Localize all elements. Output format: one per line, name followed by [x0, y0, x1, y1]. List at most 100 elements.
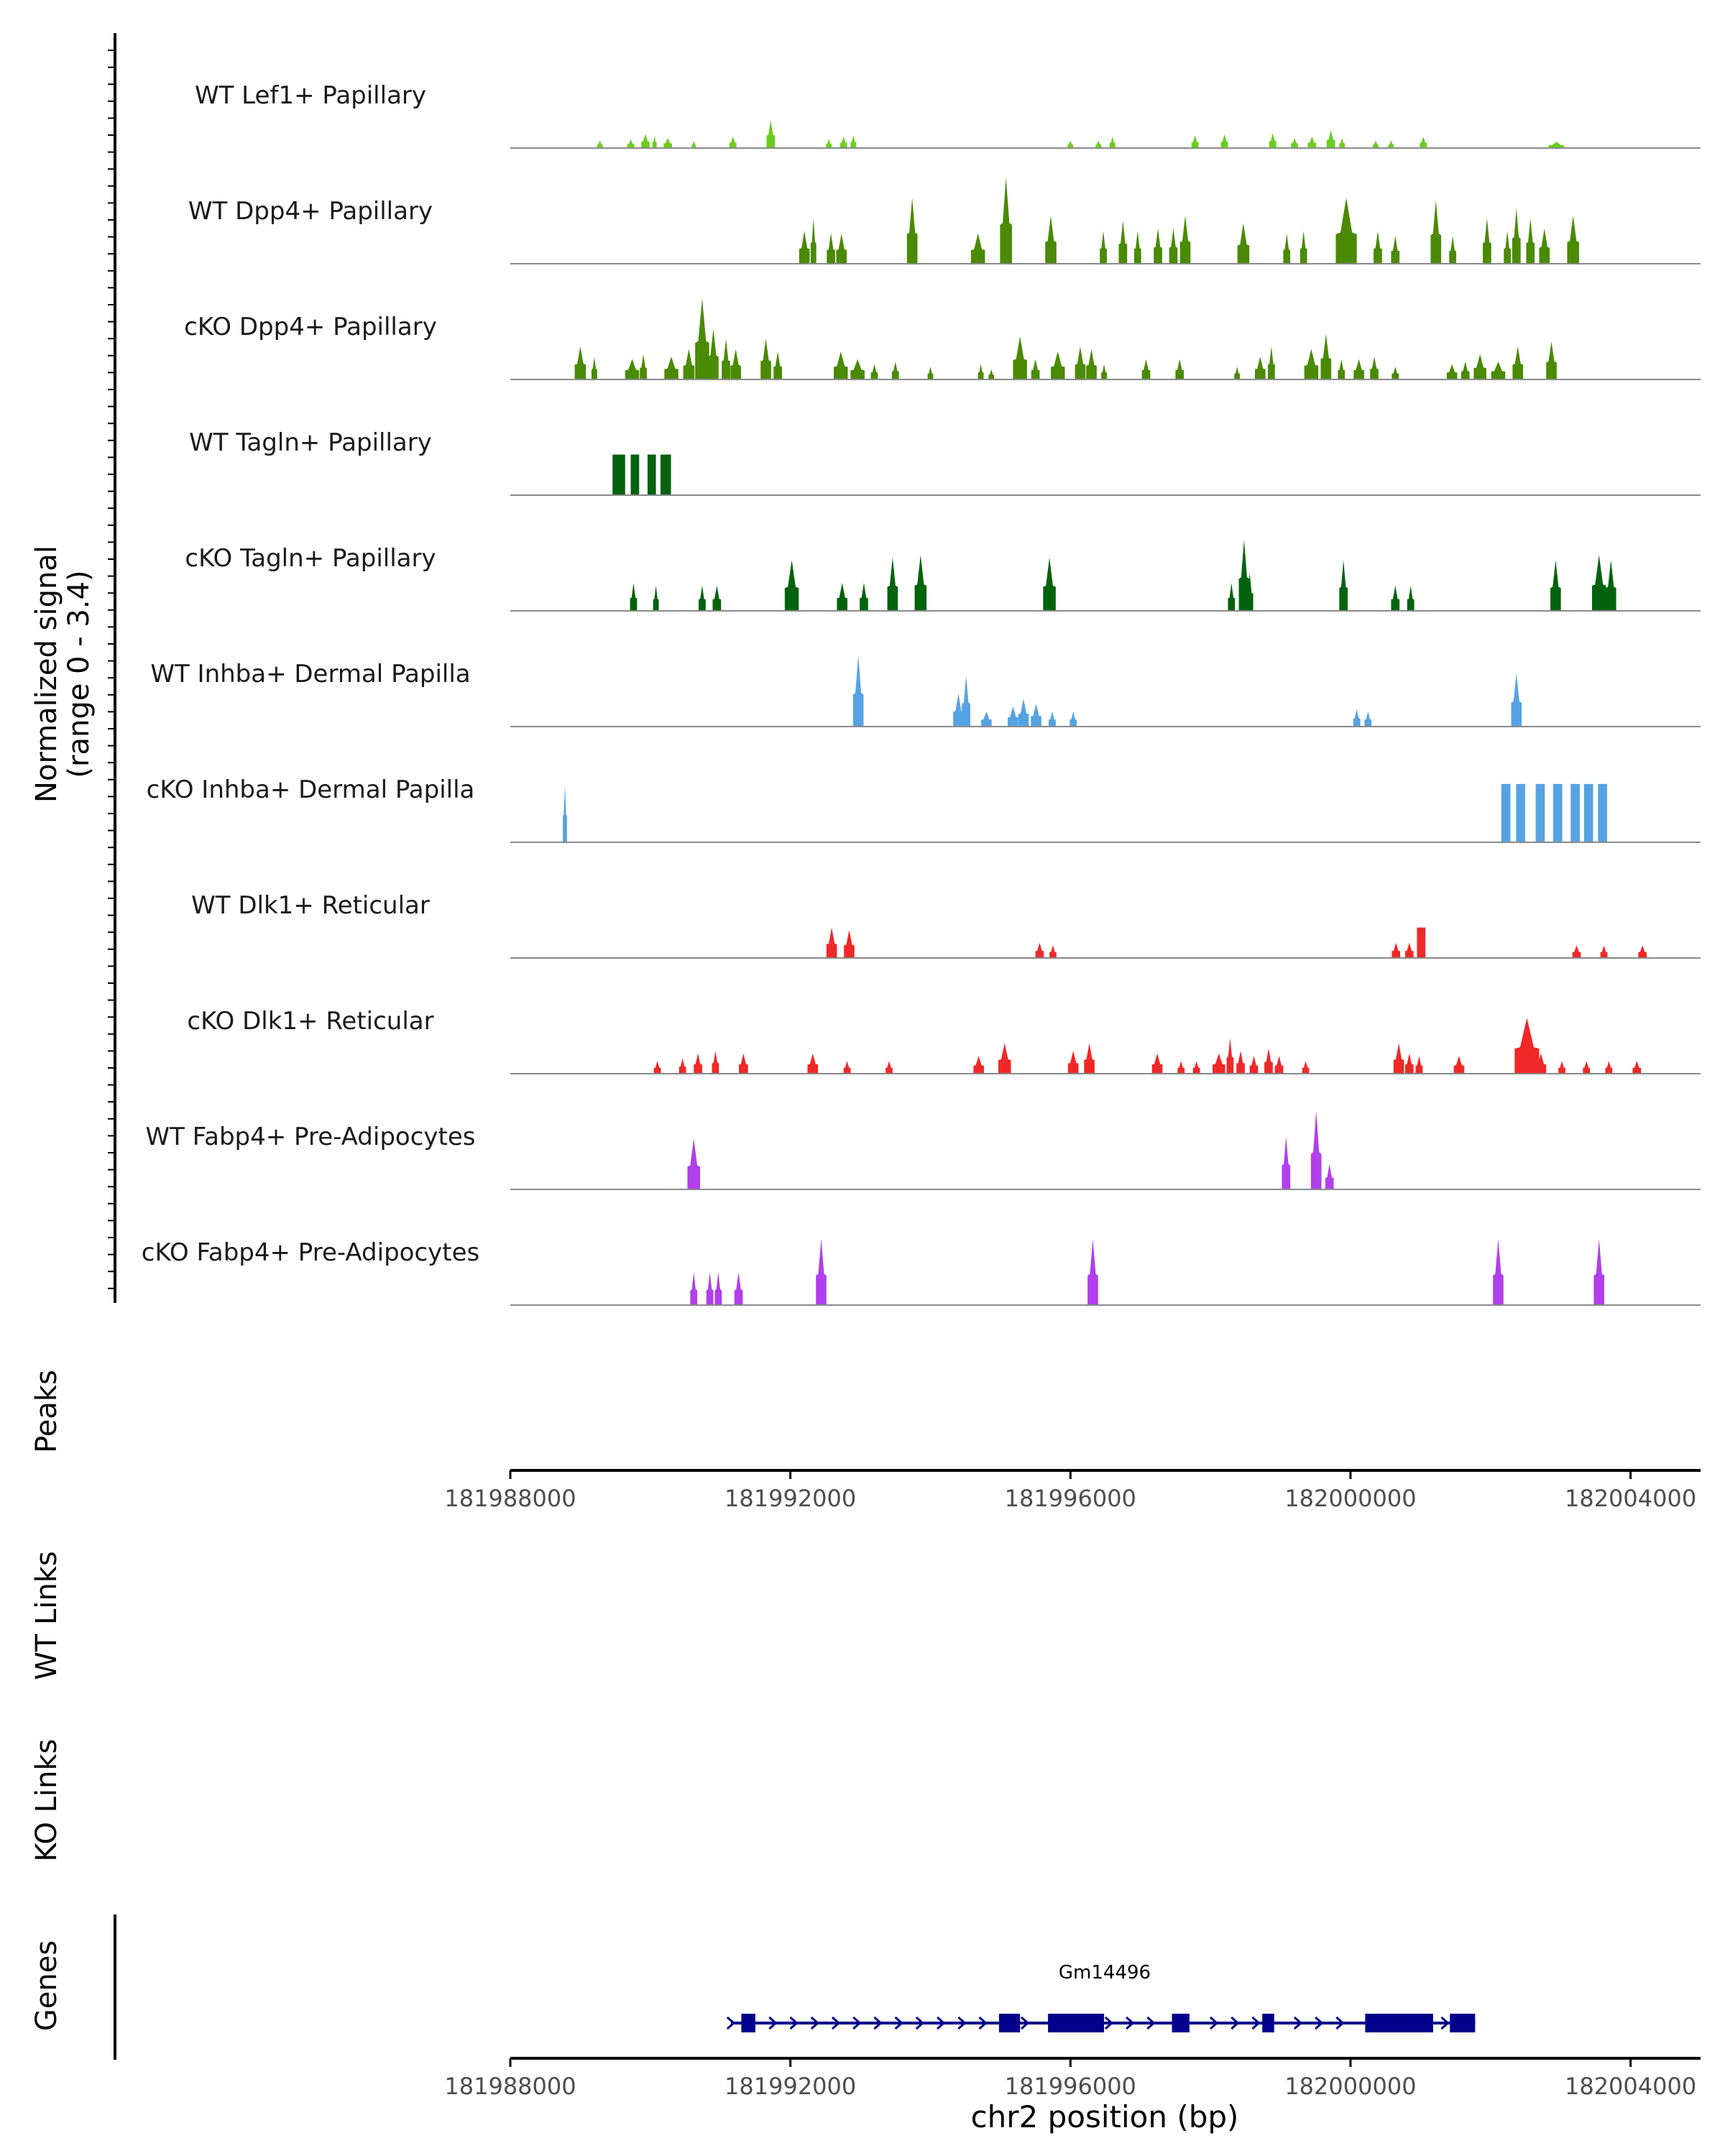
- coverage-peak: [722, 338, 730, 379]
- coverage-peak: [1000, 178, 1012, 264]
- coverage-peak: [1269, 132, 1276, 148]
- coverage-peak: [691, 140, 696, 148]
- coverage-peak: [1600, 945, 1608, 958]
- coverage-peak: [1325, 1164, 1334, 1189]
- coverage-peak: [1249, 1056, 1259, 1074]
- coverage-peak: [1226, 1038, 1234, 1074]
- coverage-peak: [1353, 359, 1364, 379]
- coverage-peak: [1514, 1018, 1540, 1074]
- coverage-peak: [1238, 540, 1250, 611]
- strand-arrow: [726, 2016, 736, 2030]
- coverage-peak: [998, 1043, 1011, 1074]
- coverage-peak: [1326, 130, 1335, 148]
- strand-arrow: [1020, 2016, 1030, 2030]
- coverage-peak: [1304, 349, 1319, 379]
- strand-arrow: [852, 2016, 862, 2030]
- coverage-peak: [810, 218, 816, 264]
- coverage-peak: [827, 233, 835, 264]
- coverage-peak: [1274, 1056, 1284, 1074]
- track-2: WT Dpp4+ Papillary: [188, 178, 1701, 264]
- coverage-peak: [729, 137, 737, 148]
- coverage-peak: [766, 120, 776, 148]
- coverage-peak: [1051, 351, 1065, 379]
- strand-arrow: [1230, 2016, 1240, 2030]
- coverage-peak: [1335, 198, 1357, 264]
- coverage-peak: [962, 676, 970, 727]
- coverage-peak: [1446, 364, 1458, 379]
- coverage-peak: [914, 555, 927, 611]
- coverage-peak: [1175, 359, 1184, 379]
- strand-arrow: [1335, 2016, 1345, 2030]
- coverage-peak: [739, 1053, 748, 1074]
- coverage-peak: [1501, 783, 1511, 842]
- strand-arrow: [978, 2016, 988, 2030]
- coverage-peak: [1535, 1053, 1547, 1074]
- coverage-peak: [826, 139, 832, 148]
- coverage-peak: [1291, 137, 1298, 148]
- gene-track: [726, 2014, 1476, 2032]
- x-axis-bottom: 181988000 181992000 181996000 182000000 1820…: [444, 2057, 1701, 2100]
- coverage-peak: [678, 1058, 686, 1074]
- coverage-peak: [1008, 706, 1018, 727]
- x-tick-label: 181996000: [1005, 2073, 1136, 2100]
- coverage-peak: [1031, 359, 1040, 379]
- strand-arrow: [768, 2016, 778, 2030]
- coverage-peak: [1592, 555, 1606, 611]
- coverage-peak: [850, 135, 857, 148]
- strand-arrow: [873, 2016, 883, 2030]
- strand-arrow: [789, 2016, 799, 2030]
- coverage-peak: [730, 349, 741, 379]
- coverage-peak: [1392, 942, 1401, 958]
- gene-name-label: Gm14496: [1059, 1962, 1151, 1984]
- coverage-peak: [1228, 583, 1236, 611]
- gene-exon: [1262, 2014, 1274, 2032]
- coverage-peak: [1084, 1043, 1095, 1074]
- coverage-peak: [574, 346, 586, 379]
- track-label: WT Lef1+ Papillary: [195, 81, 426, 110]
- coverage-peak: [1605, 1061, 1613, 1074]
- coverage-peak: [1177, 1061, 1185, 1074]
- coverage-peak: [1404, 942, 1414, 958]
- coverage-peak: [1583, 1061, 1591, 1074]
- coverage-peak: [683, 349, 695, 379]
- coverage-peak: [1133, 231, 1141, 264]
- coverage-peak: [1213, 1053, 1225, 1074]
- coverage-peak: [1535, 783, 1545, 842]
- track-label: WT Fabp4+ Pre-Adipocytes: [146, 1123, 476, 1151]
- coverage-peak: [1307, 137, 1317, 148]
- track-label: cKO Dpp4+ Papillary: [184, 313, 437, 341]
- coverage-peak: [1246, 573, 1254, 611]
- coverage-peak: [563, 783, 567, 842]
- strand-arrow: [957, 2016, 967, 2030]
- coverage-peak: [1100, 231, 1107, 264]
- track-label: WT Dpp4+ Papillary: [188, 197, 433, 226]
- coverage-peak: [1473, 354, 1486, 379]
- gene-exon: [1365, 2014, 1433, 2032]
- coverage-peak: [1404, 1053, 1414, 1074]
- coverage-peak: [1109, 137, 1116, 148]
- coverage-peak: [870, 364, 878, 379]
- coverage-peak: [1141, 359, 1151, 379]
- coverage-peak: [1043, 557, 1056, 611]
- coverage-peak: [1526, 218, 1535, 264]
- wt-links-track-label: WT Links: [30, 1551, 63, 1680]
- coverage-peak: [1391, 585, 1400, 611]
- coverage-peak: [1632, 1061, 1642, 1074]
- genes-track-label: Genes: [30, 1940, 63, 2031]
- coverage-peak: [836, 233, 847, 264]
- strand-arrow: [937, 2016, 946, 2030]
- coverage-peak: [1430, 200, 1442, 264]
- coverage-peak: [927, 367, 934, 379]
- coverage-peak: [887, 557, 898, 611]
- coverage-peak: [1067, 1051, 1079, 1074]
- coverage-peak: [1067, 140, 1074, 148]
- gene-exon: [741, 2014, 755, 2032]
- coverage-peak: [1567, 215, 1579, 264]
- coverage-peak: [660, 454, 671, 495]
- strand-arrow: [915, 2016, 925, 2030]
- coverage-peak: [1539, 228, 1550, 264]
- coverage-peak: [1169, 228, 1178, 264]
- coverage-peak: [834, 351, 848, 379]
- coverage-peak: [1300, 231, 1307, 264]
- x-tick-label: 182000000: [1284, 1485, 1416, 1512]
